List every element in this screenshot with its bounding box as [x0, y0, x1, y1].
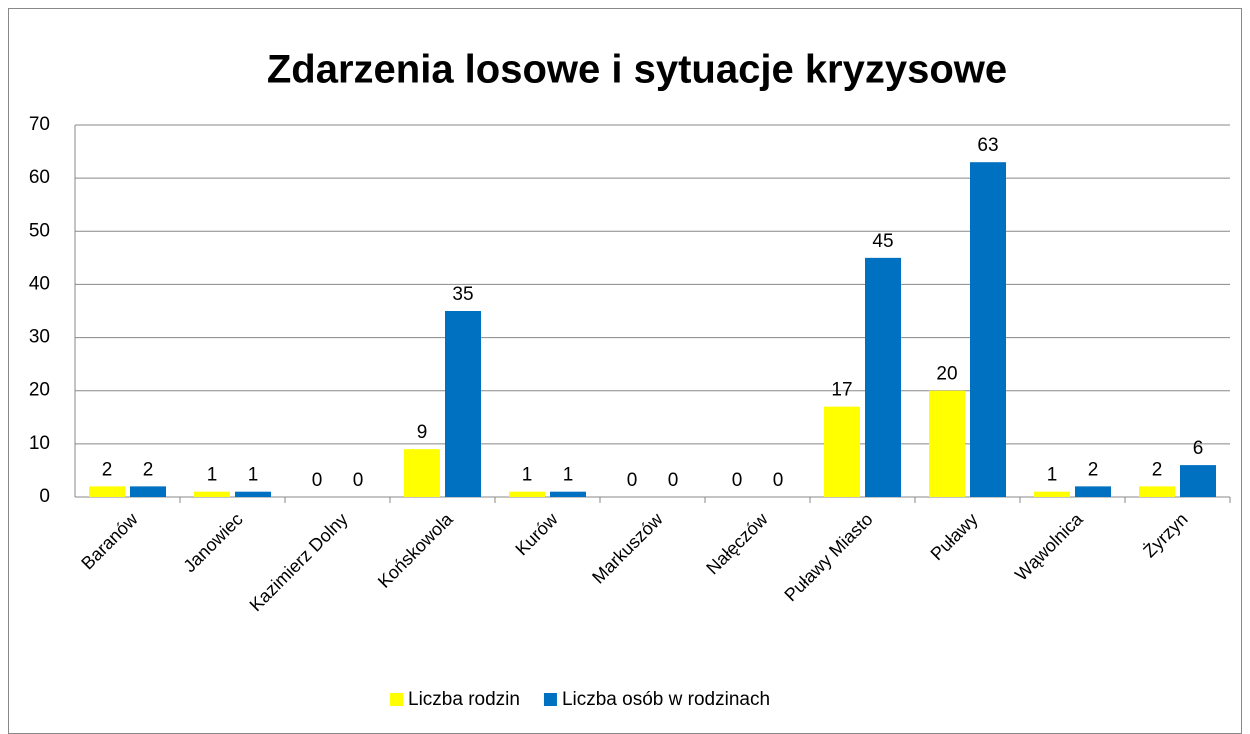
- legend-label: Liczba osób w rodzinach: [562, 689, 770, 710]
- bar: [130, 486, 166, 497]
- bar: [1075, 486, 1111, 497]
- data-label: 0: [312, 470, 323, 491]
- data-label: 6: [1193, 438, 1204, 459]
- bar: [235, 491, 271, 497]
- y-tick-label: 30: [29, 327, 50, 348]
- y-tick-label: 70: [29, 114, 50, 135]
- data-label: 20: [936, 364, 957, 385]
- data-label: 0: [773, 470, 784, 491]
- data-label: 17: [831, 380, 852, 401]
- bar: [929, 390, 965, 497]
- data-label: 2: [1088, 459, 1099, 480]
- data-label: 35: [452, 284, 473, 305]
- legend-swatch: [390, 693, 403, 706]
- bar: [1180, 465, 1216, 497]
- bar: [509, 491, 545, 497]
- y-tick-label: 10: [29, 433, 50, 454]
- y-tick-label: 20: [29, 380, 50, 401]
- data-label: 1: [207, 465, 218, 486]
- data-label: 63: [977, 135, 998, 156]
- data-label: 0: [668, 470, 679, 491]
- y-tick-label: 50: [29, 220, 50, 241]
- bar: [1139, 486, 1175, 497]
- data-label: 1: [248, 465, 259, 486]
- legend-swatch: [543, 693, 557, 706]
- y-tick-label: 0: [39, 486, 50, 507]
- data-label: 1: [1047, 465, 1058, 486]
- data-label: 0: [353, 470, 364, 491]
- legend-label: Liczba rodzin: [408, 689, 520, 710]
- bar: [404, 449, 440, 497]
- y-tick-label: 60: [29, 167, 50, 188]
- bar: [550, 491, 586, 497]
- chart-title: Zdarzenia losowe i sytuacje kryzysowe: [267, 48, 1007, 92]
- data-label: 0: [627, 470, 638, 491]
- bar: [824, 406, 860, 497]
- chart-frame: [8, 8, 1242, 734]
- data-label: 0: [732, 470, 743, 491]
- data-label: 2: [143, 459, 154, 480]
- bar: [970, 162, 1006, 497]
- data-label: 45: [872, 231, 893, 252]
- bar: [445, 311, 481, 497]
- data-label: 1: [522, 465, 533, 486]
- bar: [1034, 491, 1070, 497]
- data-label: 9: [417, 422, 428, 443]
- data-label: 2: [1152, 459, 1163, 480]
- bar: [89, 486, 125, 497]
- data-label: 2: [102, 459, 113, 480]
- data-label: 1: [563, 465, 574, 486]
- bar: [194, 491, 230, 497]
- bar: [865, 257, 901, 497]
- y-tick-label: 40: [29, 273, 50, 294]
